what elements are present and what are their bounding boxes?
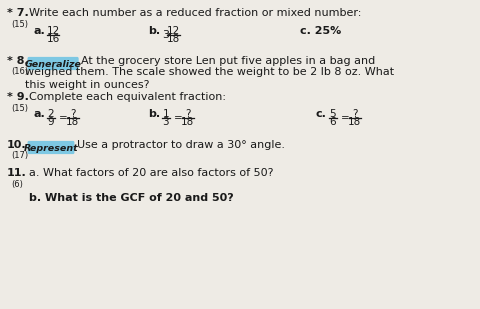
Text: 3: 3: [163, 117, 169, 127]
Text: Write each number as a reduced fraction or mixed number:: Write each number as a reduced fraction …: [29, 8, 361, 18]
Text: ?: ?: [352, 109, 358, 119]
Text: 18: 18: [66, 117, 79, 127]
Text: Use a protractor to draw a 30° angle.: Use a protractor to draw a 30° angle.: [77, 140, 285, 150]
Text: a.: a.: [33, 109, 45, 119]
Text: weighed them. The scale showed the weight to be 2 lb 8 oz. What: weighed them. The scale showed the weigh…: [25, 67, 394, 77]
FancyBboxPatch shape: [27, 141, 74, 154]
Text: 1: 1: [163, 109, 169, 119]
Text: a.: a.: [33, 26, 45, 36]
Text: (16): (16): [11, 67, 28, 76]
Text: 12: 12: [167, 26, 180, 36]
Text: * 8.: * 8.: [7, 56, 29, 66]
Text: (15): (15): [11, 20, 28, 29]
Text: b.: b.: [148, 109, 160, 119]
Text: Represent: Represent: [24, 144, 78, 153]
Text: c. 25%: c. 25%: [300, 26, 341, 36]
Text: 6: 6: [329, 117, 336, 127]
Text: 18: 18: [348, 117, 361, 127]
Text: 2: 2: [48, 109, 54, 119]
Text: a. What factors of 20 are also factors of 50?: a. What factors of 20 are also factors o…: [29, 168, 274, 178]
Text: 5: 5: [329, 109, 336, 119]
Text: * 9.: * 9.: [7, 92, 29, 102]
Text: 18: 18: [181, 117, 194, 127]
Text: b.: b.: [148, 26, 160, 36]
Text: c.: c.: [315, 109, 326, 119]
Text: 9: 9: [48, 117, 54, 127]
Text: Complete each equivalent fraction:: Complete each equivalent fraction:: [29, 92, 226, 102]
Text: * 7.: * 7.: [7, 8, 29, 18]
Text: 11.: 11.: [7, 168, 27, 178]
Text: 10.: 10.: [7, 140, 26, 150]
Text: =: =: [341, 113, 349, 123]
Text: (17): (17): [11, 151, 28, 160]
Text: Generalize: Generalize: [24, 60, 82, 69]
Text: ?: ?: [185, 109, 191, 119]
Text: ?: ?: [70, 109, 75, 119]
Text: 16: 16: [47, 34, 60, 44]
Text: At the grocery store Len put five apples in a bag and: At the grocery store Len put five apples…: [81, 56, 375, 66]
Text: (6): (6): [11, 180, 23, 189]
Text: this weight in ounces?: this weight in ounces?: [25, 80, 149, 90]
Text: (15): (15): [11, 104, 28, 113]
Text: 18: 18: [167, 34, 180, 44]
Text: =: =: [59, 113, 67, 123]
FancyBboxPatch shape: [27, 57, 79, 70]
Text: 3: 3: [162, 30, 169, 40]
Text: b. What is the GCF of 20 and 50?: b. What is the GCF of 20 and 50?: [29, 193, 234, 203]
Text: =: =: [174, 113, 182, 123]
Text: 12: 12: [47, 26, 60, 36]
